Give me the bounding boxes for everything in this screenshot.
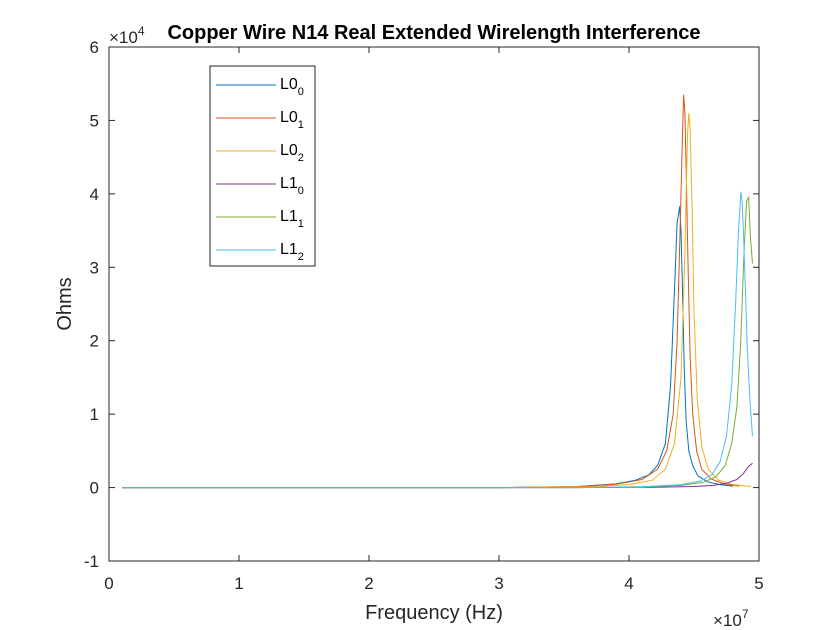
x-axis-ticks: 0 1 2 3 4 5 (104, 47, 764, 593)
y-tick-label: 3 (90, 258, 99, 277)
y-axis-exponent: ×104 (109, 24, 145, 47)
y-tick-label: 6 (90, 38, 99, 57)
y-exponent-base: ×10 (109, 28, 138, 47)
x-tick-label: 4 (624, 574, 633, 593)
y-tick-label: 0 (90, 479, 99, 498)
y-exponent-power: 4 (138, 24, 145, 38)
plot-area: 0 1 2 3 4 5 -1 0 1 2 3 4 5 6 (84, 38, 764, 593)
x-axis-exponent: ×107 (713, 607, 749, 630)
x-tick-label: 1 (234, 574, 243, 593)
legend-box (209, 65, 316, 267)
legend: L00 L01 L02 L10 L11 L12 (209, 65, 316, 267)
axes-box (108, 46, 760, 562)
x-tick-label: 2 (364, 574, 373, 593)
x-exponent-power: 7 (742, 607, 749, 621)
legend-label: L02 (280, 142, 304, 164)
y-axis-label: Ohms (54, 277, 76, 330)
x-tick-label: 3 (494, 574, 503, 593)
y-tick-label: 2 (90, 332, 99, 351)
legend-label: L01 (280, 109, 304, 131)
series-line-l0-2 (122, 113, 752, 489)
series-line-l1-2 (122, 191, 753, 489)
x-axis-label: Frequency (Hz) (365, 602, 503, 624)
y-tick-label: 5 (90, 111, 99, 130)
legend-label: L00 (280, 76, 304, 98)
y-tick-label: -1 (84, 552, 99, 571)
chart-title: Copper Wire N14 Real Extended Wirelength… (167, 22, 700, 44)
x-tick-label: 5 (754, 574, 763, 593)
series-line-l0-1 (122, 94, 740, 489)
x-tick-label: 0 (104, 574, 113, 593)
x-exponent-base: ×10 (713, 611, 742, 630)
legend-label: L12 (280, 241, 304, 263)
y-tick-label: 4 (90, 185, 99, 204)
y-axis-ticks: -1 0 1 2 3 4 5 6 (84, 38, 759, 571)
series-layer (122, 94, 753, 489)
legend-label: L10 (280, 175, 304, 197)
y-tick-label: 1 (90, 405, 99, 424)
legend-label: L11 (280, 208, 304, 230)
